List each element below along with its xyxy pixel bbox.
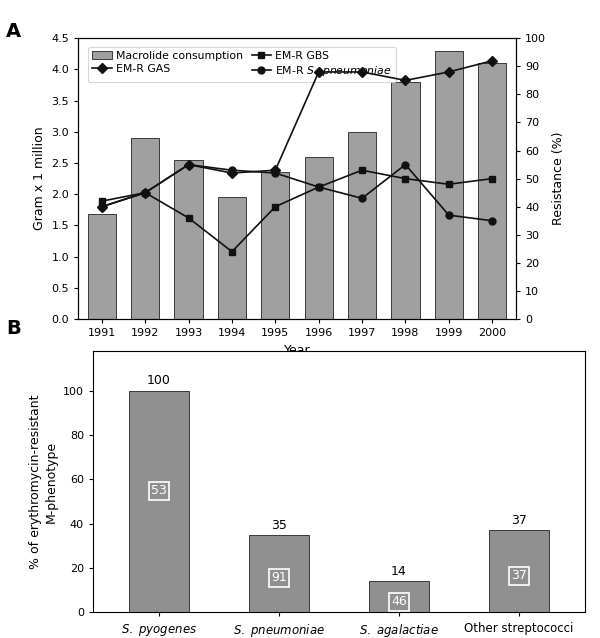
Legend: Macrolide consumption, EM-R GAS, EM-R GBS, EM-R $S.\ pneumoniae$: Macrolide consumption, EM-R GAS, EM-R GB… <box>88 47 397 82</box>
Line: EM-R GBS: EM-R GBS <box>98 167 496 255</box>
EM-R $S.\ pneumoniae$ <box>358 195 365 202</box>
EM-R GAS <box>315 68 322 76</box>
EM-R GBS <box>402 175 409 182</box>
EM-R $S.\ pneumoniae$ <box>142 189 149 197</box>
Text: 100: 100 <box>147 375 171 387</box>
EM-R GBS <box>229 248 236 255</box>
Bar <box>249 535 309 612</box>
Bar <box>131 138 160 319</box>
EM-R $S.\ pneumoniae$ <box>229 167 236 174</box>
EM-R GBS <box>185 214 192 222</box>
Bar <box>129 391 189 612</box>
EM-R $S.\ pneumoniae$ <box>445 211 452 219</box>
EM-R GAS <box>98 203 106 211</box>
Bar <box>391 82 419 319</box>
Text: 53: 53 <box>151 484 167 497</box>
EM-R GAS <box>229 169 236 177</box>
EM-R $S.\ pneumoniae$ <box>315 183 322 191</box>
EM-R GAS <box>185 161 192 168</box>
Text: 91: 91 <box>271 571 287 584</box>
EM-R GBS <box>272 203 279 211</box>
Text: 14: 14 <box>391 565 407 578</box>
Bar <box>348 132 376 319</box>
Y-axis label: % of erythromycin-resistant
M-phenotype: % of erythromycin-resistant M-phenotype <box>29 394 58 569</box>
Text: 35: 35 <box>271 519 287 531</box>
EM-R $S.\ pneumoniae$ <box>98 203 106 211</box>
Text: 37: 37 <box>511 569 527 582</box>
EM-R GBS <box>488 175 496 182</box>
EM-R $S.\ pneumoniae$ <box>272 169 279 177</box>
EM-R GAS <box>488 57 496 64</box>
Text: 46: 46 <box>391 595 407 608</box>
Text: A: A <box>6 22 21 41</box>
Text: 37: 37 <box>511 514 527 527</box>
EM-R GAS <box>272 167 279 174</box>
EM-R GBS <box>315 183 322 191</box>
EM-R GBS <box>98 197 106 205</box>
Y-axis label: Gram x 1 million: Gram x 1 million <box>32 127 46 230</box>
Bar <box>88 214 116 319</box>
Y-axis label: Resistance (%): Resistance (%) <box>551 132 565 225</box>
Text: B: B <box>6 319 21 338</box>
EM-R GBS <box>142 189 149 197</box>
EM-R GBS <box>445 181 452 188</box>
Bar <box>478 63 506 319</box>
EM-R GAS <box>358 68 365 76</box>
Bar <box>261 172 289 319</box>
Bar <box>489 530 549 612</box>
Bar <box>305 157 333 319</box>
Bar <box>434 51 463 319</box>
EM-R GAS <box>402 77 409 84</box>
EM-R GAS <box>142 189 149 197</box>
Line: EM-R $S.\ pneumoniae$: EM-R $S.\ pneumoniae$ <box>98 161 496 224</box>
EM-R $S.\ pneumoniae$ <box>402 161 409 168</box>
Bar <box>218 197 246 319</box>
EM-R $S.\ pneumoniae$ <box>488 217 496 225</box>
X-axis label: Year: Year <box>284 344 310 357</box>
Bar <box>175 160 203 319</box>
EM-R GAS <box>445 68 452 76</box>
Bar <box>369 581 429 612</box>
Line: EM-R GAS: EM-R GAS <box>98 57 496 210</box>
EM-R $S.\ pneumoniae$ <box>185 161 192 168</box>
EM-R GBS <box>358 167 365 174</box>
